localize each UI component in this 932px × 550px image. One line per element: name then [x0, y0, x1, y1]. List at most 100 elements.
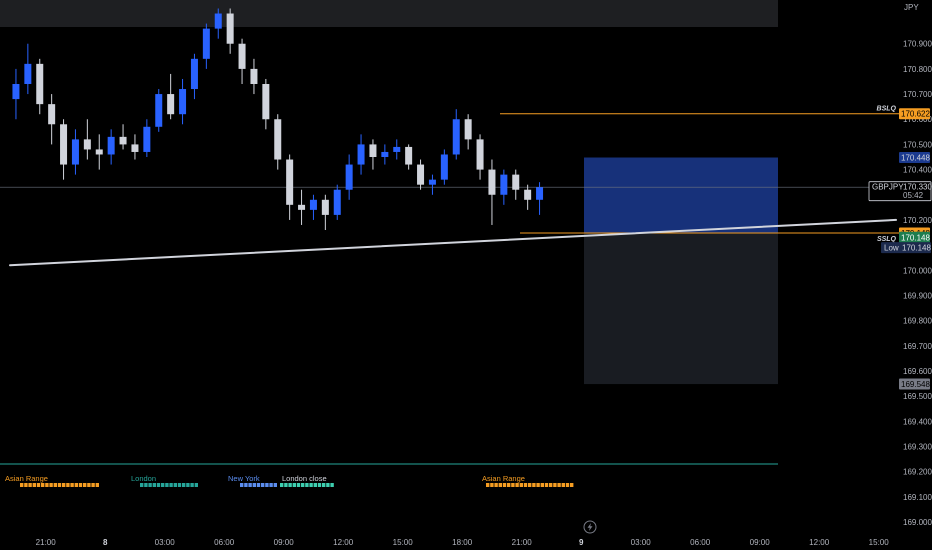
session-london-close: London close [280, 474, 334, 487]
candle [107, 129, 115, 165]
y-tick-label: 169.900 [903, 291, 932, 300]
top-range-box [0, 0, 778, 27]
bslq-label: BSLQ [877, 106, 897, 113]
candle [250, 58, 258, 95]
svg-text:05:42: 05:42 [903, 191, 924, 200]
bslq-price-tag: 170.622 [899, 108, 930, 120]
svg-text:GBPJPY: GBPJPY [872, 183, 904, 192]
svg-text:London close: London close [282, 474, 327, 483]
low-price-tag: Low 170.148 [881, 242, 931, 254]
y-tick-label: 170.600 [903, 115, 932, 124]
candle [393, 139, 401, 160]
candle [24, 43, 32, 95]
candle [226, 8, 234, 54]
session-asian-range: Asian Range [482, 474, 574, 487]
y-axis-ticks: 170.900 170.800 170.700 170.600 170.500 170.4… [903, 40, 932, 527]
candle [190, 53, 198, 100]
candle [262, 78, 270, 130]
candle [119, 124, 127, 150]
svg-text:Asian Range: Asian Range [5, 474, 48, 483]
candle [167, 73, 175, 120]
candle [60, 119, 68, 180]
x-tick-label: 9 [579, 538, 584, 547]
y-tick-label: 170.800 [903, 65, 932, 74]
y-tick-label: 170.900 [903, 40, 932, 49]
y-tick-label: 169.500 [903, 392, 932, 401]
candle [36, 58, 44, 115]
y-tick-label: 170.200 [903, 216, 932, 225]
svg-text:170.148: 170.148 [901, 233, 930, 242]
svg-text:New York: New York [228, 474, 260, 483]
candle [131, 134, 139, 160]
candle [405, 144, 413, 170]
candle [155, 89, 163, 132]
y-tick-label: 170.400 [903, 166, 932, 175]
y-tick-label: 169.700 [903, 342, 932, 351]
y-tick-label: 169.400 [903, 417, 932, 426]
session-asian-range: Asian Range [5, 474, 99, 487]
y-tick-label: 169.600 [903, 367, 932, 376]
candle [345, 154, 353, 200]
green-price-tag: 170.148 [899, 231, 930, 243]
candle [321, 194, 329, 230]
x-tick-label: 21:00 [512, 538, 533, 547]
x-tick-label: 06:00 [690, 538, 711, 547]
candle [214, 8, 222, 39]
candle [48, 94, 56, 145]
candle [143, 119, 151, 157]
svg-text:Low: Low [884, 244, 899, 253]
candle [238, 38, 246, 84]
candle [369, 139, 377, 170]
trendline[interactable] [9, 218, 897, 267]
candle [179, 78, 187, 125]
sessions-group: Asian Range London New York London close Asi… [5, 474, 574, 487]
stop-zone-box[interactable] [584, 233, 778, 385]
candle [83, 119, 91, 160]
svg-text:170.448: 170.448 [901, 154, 930, 163]
candle [309, 194, 317, 220]
x-tick-label: 09:00 [750, 538, 771, 547]
candle [417, 159, 425, 190]
lightning-icon[interactable] [583, 520, 597, 534]
session-new-york: New York [228, 474, 277, 487]
session-london: London [131, 474, 198, 487]
x-tick-label: 8 [103, 538, 108, 547]
candle [12, 68, 20, 120]
x-tick-label: 12:00 [809, 538, 830, 547]
candle [536, 182, 544, 215]
candle [464, 114, 472, 150]
candle [524, 184, 532, 210]
y-tick-label: 169.300 [903, 442, 932, 451]
svg-text:London: London [131, 474, 156, 483]
x-tick-label: 09:00 [274, 538, 295, 547]
candle [71, 129, 79, 175]
sslq-label: SSLQ [877, 236, 897, 243]
y-tick-label: 170.000 [903, 266, 932, 275]
x-tick-label: 12:00 [333, 538, 354, 547]
candle [202, 23, 210, 69]
candle [298, 189, 306, 225]
candle [452, 109, 460, 160]
candle [95, 134, 103, 170]
y-tick-label: 170.500 [903, 140, 932, 149]
candle [440, 149, 448, 185]
x-tick-label: 21:00 [36, 538, 57, 547]
candle [488, 159, 496, 225]
x-axis-ticks[interactable]: 21:00 8 03:00 06:00 09:00 12:00 15:00 18:00 21:0… [36, 538, 890, 547]
candle [286, 154, 294, 220]
candle [381, 144, 389, 165]
x-tick-label: 03:00 [631, 538, 652, 547]
candles-group [12, 8, 544, 230]
y-tick-label: 169.000 [903, 518, 932, 527]
svg-text:170.148: 170.148 [902, 244, 931, 253]
y-tick-label: 169.800 [903, 317, 932, 326]
y-tick-label: 169.200 [903, 468, 932, 477]
price-axis[interactable] [869, 0, 932, 550]
candle [428, 174, 436, 195]
x-tick-label: 18:00 [452, 538, 473, 547]
target-zone-box[interactable] [584, 157, 778, 234]
x-tick-label: 15:00 [393, 538, 414, 547]
